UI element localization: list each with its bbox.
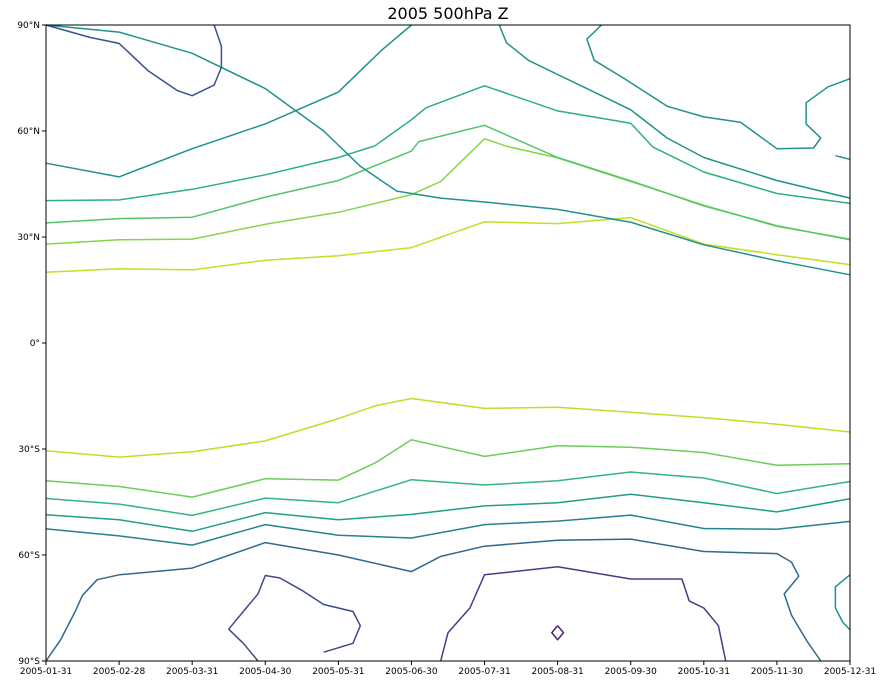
y-tick-label: 30°S <box>18 445 40 455</box>
x-tick-label: 2005-01-31 <box>20 667 72 677</box>
x-tick-label: 2005-06-30 <box>385 667 438 677</box>
y-axis: 90°N 60°N 30°N 0° 30°S 60°S 90°S <box>17 21 46 667</box>
x-tick-label: 2005-05-31 <box>312 667 364 677</box>
y-tick-label: 90°N <box>17 21 40 31</box>
contour-layer <box>45 24 851 662</box>
contour-line-18 <box>834 574 851 631</box>
x-tick-label: 2005-04-30 <box>239 667 292 677</box>
x-tick-label: 2005-03-31 <box>166 667 218 677</box>
contour-line-13 <box>45 493 851 533</box>
contour-line-19 <box>551 625 565 641</box>
y-tick-label: 0° <box>30 339 40 349</box>
contour-line-2 <box>45 124 851 241</box>
contour-line-17 <box>439 565 727 662</box>
x-tick-label: 2005-11-30 <box>751 667 804 677</box>
contour-line-10 <box>45 397 851 458</box>
x-tick-label: 2005-02-28 <box>93 667 146 677</box>
x-tick-label: 2005-12-31 <box>824 667 876 677</box>
contour-line-11 <box>45 439 851 498</box>
contour-line-3 <box>45 85 851 205</box>
y-tick-label: 60°S <box>18 551 40 561</box>
contour-line-7 <box>586 24 851 150</box>
contour-line-0 <box>45 216 851 274</box>
y-tick-label: 30°N <box>17 233 40 243</box>
contour-line-14 <box>45 514 851 546</box>
contour-line-15 <box>45 538 822 662</box>
contour-line-8 <box>45 24 223 97</box>
contour-line-4 <box>45 24 412 178</box>
contour-line-5 <box>45 24 851 276</box>
contour-line-12 <box>45 471 851 517</box>
y-tick-label: 90°S <box>18 657 40 667</box>
x-tick-label: 2005-10-31 <box>678 667 730 677</box>
contour-line-6 <box>498 24 851 199</box>
x-tick-label: 2005-08-31 <box>531 667 583 677</box>
chart-title: 2005 500hPa Z <box>387 4 508 23</box>
contour-line-16 <box>227 574 362 662</box>
x-axis: 2005-01-31 2005-02-28 2005-03-31 2005-04-30… <box>20 661 876 677</box>
contour-line-1 <box>45 138 851 245</box>
x-tick-label: 2005-09-30 <box>605 667 658 677</box>
contour-line-9 <box>835 154 851 161</box>
y-tick-label: 60°N <box>17 127 40 137</box>
x-tick-label: 2005-07-31 <box>458 667 510 677</box>
